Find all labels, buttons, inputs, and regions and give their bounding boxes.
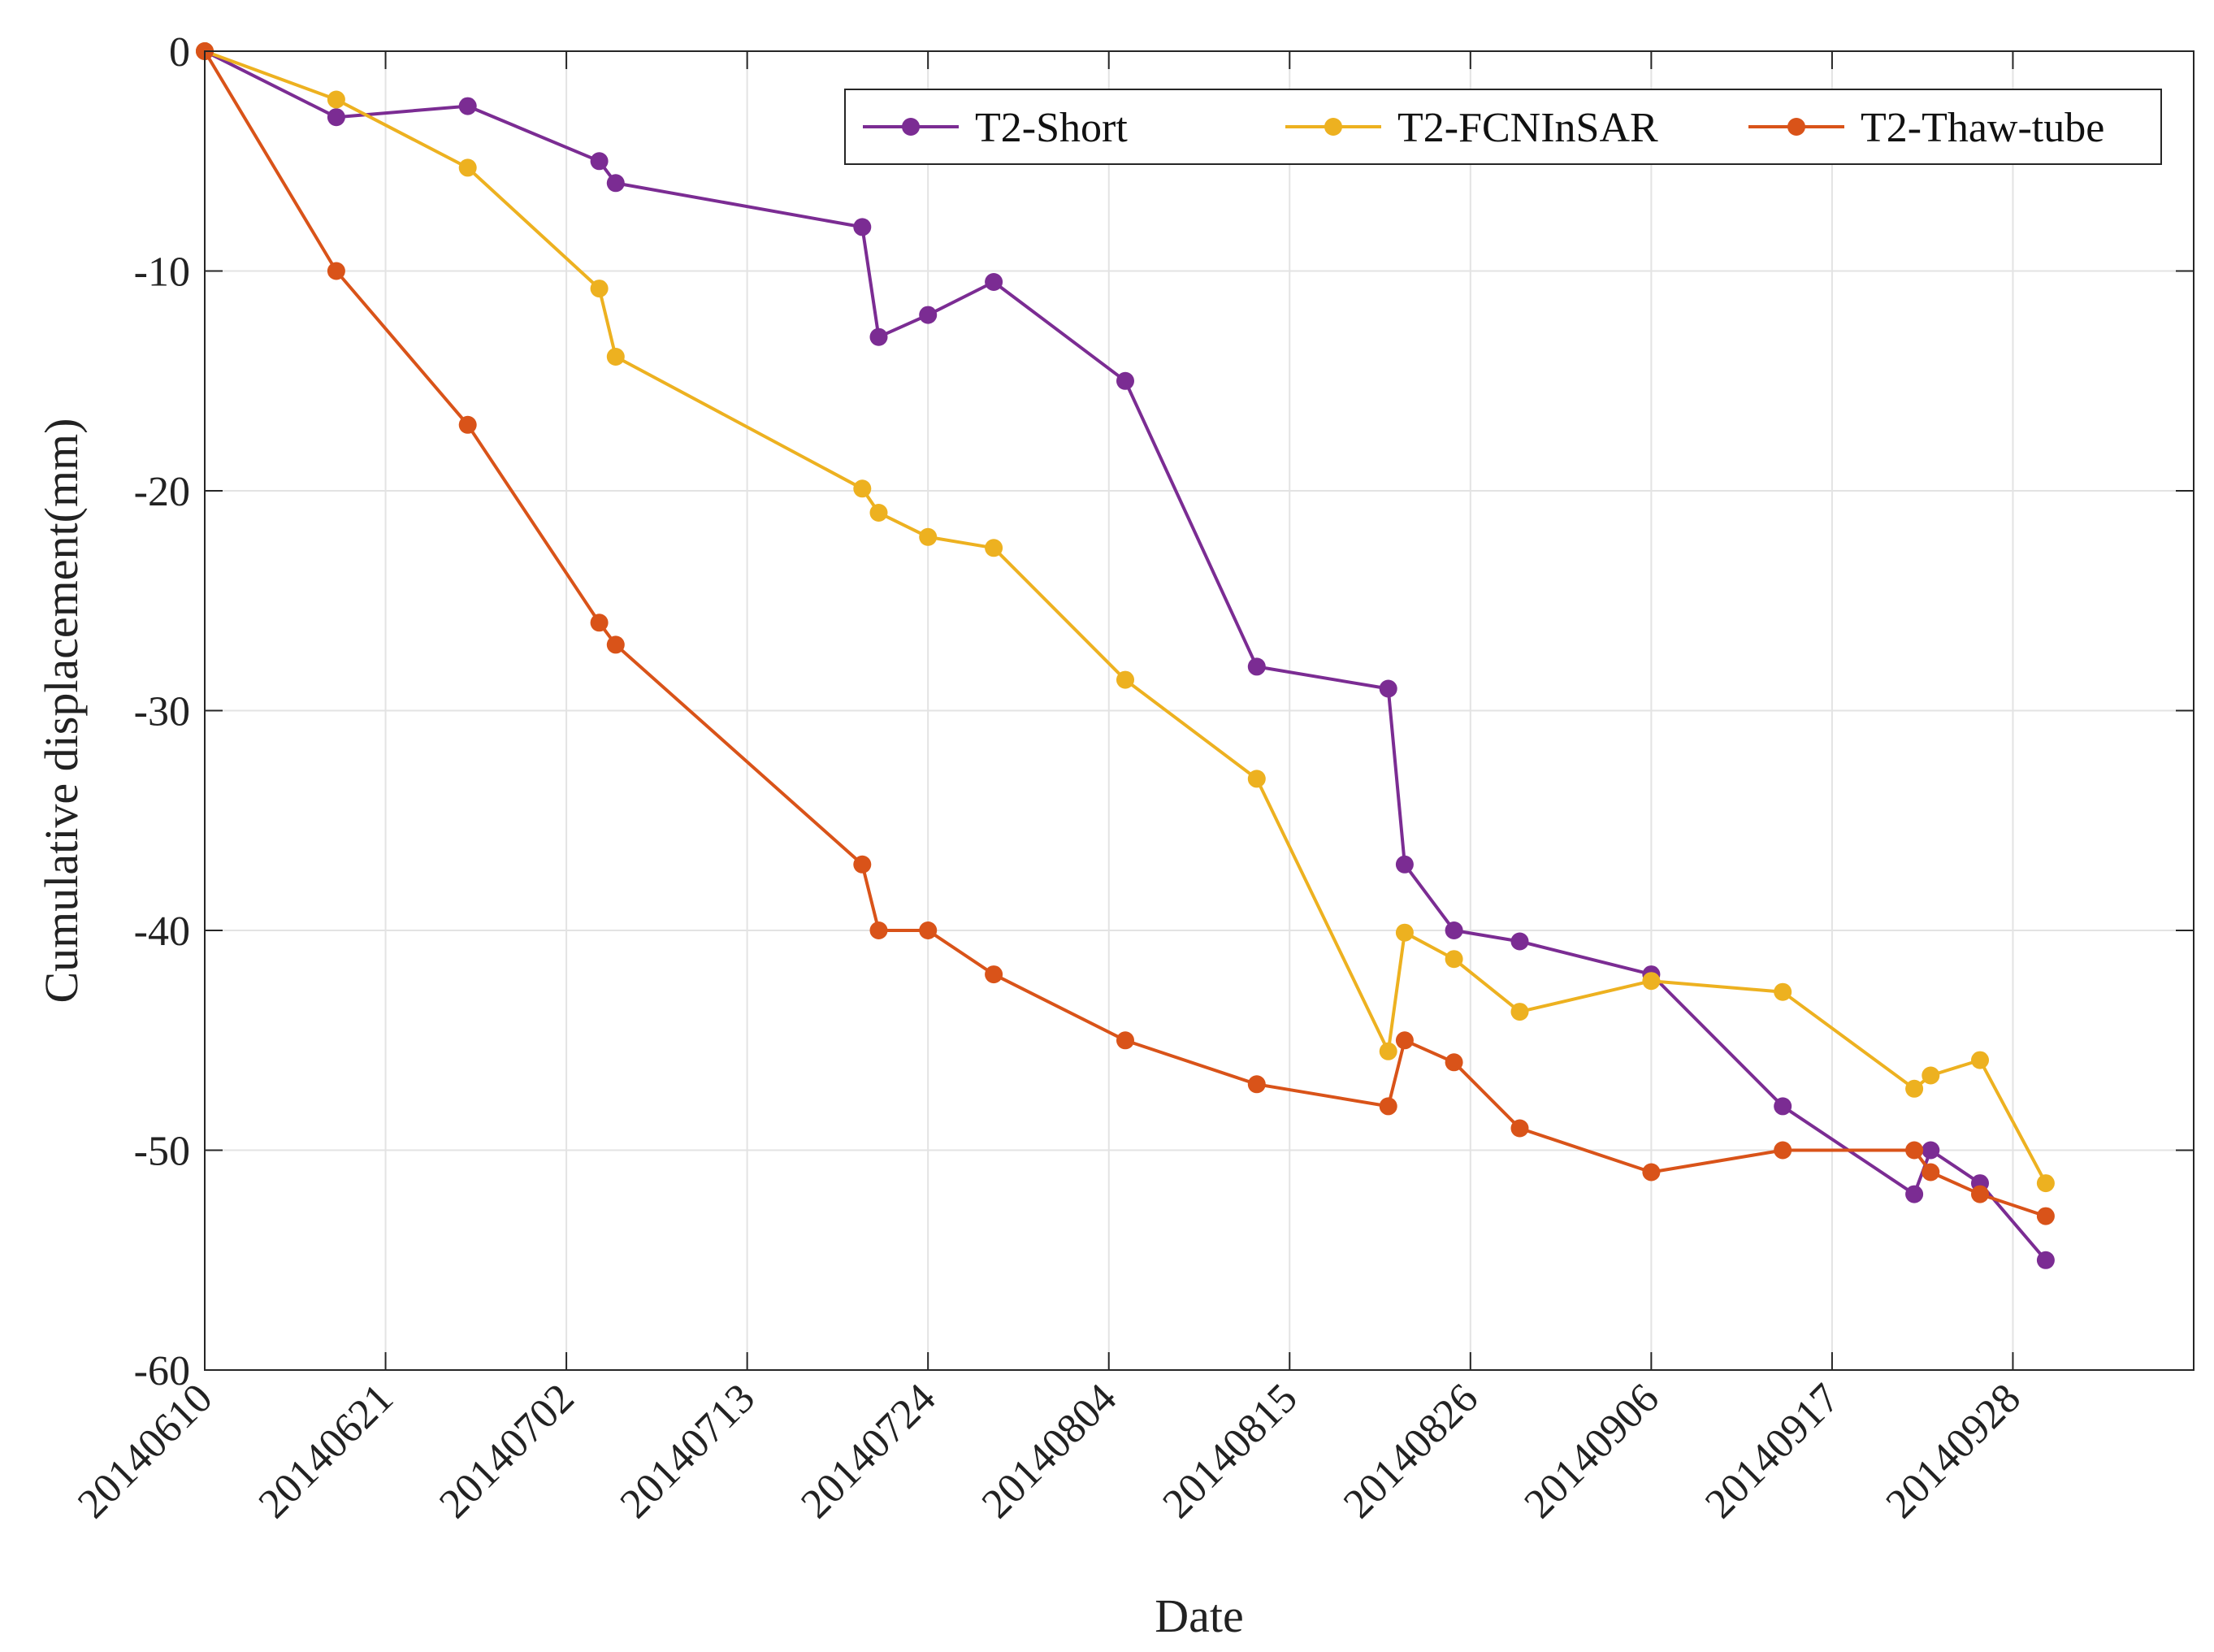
legend-swatch-marker-t2-short: [902, 118, 920, 136]
data-point-t2-short: [1510, 932, 1529, 951]
data-point-t2-fcninsar: [1971, 1051, 1989, 1069]
data-point-t2-short: [1774, 1097, 1792, 1116]
y-tick-label: -20: [134, 469, 190, 515]
data-point-t2-short: [853, 218, 872, 236]
data-point-t2-short: [1379, 679, 1397, 698]
y-tick-label: -50: [134, 1129, 190, 1175]
data-point-t2-thaw-tube: [458, 415, 477, 434]
legend-label-t2-thaw-tube: T2-Thaw-tube: [1861, 105, 2104, 151]
data-point-t2-short: [1445, 921, 1463, 939]
data-point-t2-fcninsar: [1379, 1042, 1397, 1060]
data-point-t2-thaw-tube: [853, 855, 872, 874]
data-point-t2-thaw-tube: [1395, 1031, 1414, 1050]
data-point-t2-fcninsar: [1445, 950, 1463, 969]
data-point-t2-short: [919, 306, 938, 324]
data-point-t2-fcninsar: [1905, 1079, 1924, 1098]
data-point-t2-thaw-tube: [1642, 1163, 1661, 1182]
y-axis-label: Cumulative displacement(mm): [35, 418, 88, 1004]
data-point-t2-short: [1395, 855, 1414, 874]
data-point-t2-fcninsar: [1510, 1003, 1529, 1021]
y-tick-label: -60: [134, 1348, 190, 1394]
data-point-t2-thaw-tube: [327, 262, 345, 280]
data-point-t2-short: [1905, 1185, 1924, 1203]
data-point-t2-short: [327, 108, 345, 127]
data-point-t2-short: [606, 174, 625, 193]
data-point-t2-fcninsar: [327, 90, 345, 109]
y-tick-label: -10: [134, 249, 190, 296]
data-point-t2-fcninsar: [1774, 982, 1792, 1001]
data-point-t2-thaw-tube: [1445, 1053, 1463, 1072]
data-point-t2-fcninsar: [1247, 770, 1266, 788]
data-point-t2-thaw-tube: [1247, 1075, 1266, 1094]
legend-label-t2-fcninsar: T2-FCNInSAR: [1397, 105, 1658, 151]
legend-swatch-marker-t2-thaw-tube: [1787, 118, 1805, 136]
data-point-t2-thaw-tube: [1379, 1097, 1397, 1116]
y-tick-label: -40: [134, 908, 190, 955]
data-point-t2-short: [458, 97, 477, 115]
data-point-t2-thaw-tube: [919, 921, 938, 939]
legend: T2-Short T2-FCNInSAR T2-Thaw-tube: [844, 89, 2162, 165]
data-point-t2-short: [985, 273, 1003, 291]
data-point-t2-thaw-tube: [1116, 1031, 1134, 1050]
data-point-t2-fcninsar: [869, 504, 888, 522]
y-tick-label: -30: [134, 689, 190, 735]
data-point-t2-thaw-tube: [1510, 1119, 1529, 1138]
data-point-t2-thaw-tube: [606, 635, 625, 654]
data-point-t2-thaw-tube: [985, 965, 1003, 984]
data-point-t2-short: [1247, 657, 1266, 676]
data-point-t2-fcninsar: [1116, 670, 1134, 689]
data-point-t2-short: [590, 152, 609, 171]
data-point-t2-thaw-tube: [590, 614, 609, 632]
data-point-t2-thaw-tube: [1971, 1185, 1989, 1203]
data-point-t2-fcninsar: [1922, 1066, 1940, 1085]
data-point-t2-thaw-tube: [869, 921, 888, 939]
data-point-t2-short: [2036, 1251, 2055, 1269]
series-lines: [196, 42, 2055, 1269]
x-axis-label: Date: [1155, 1589, 1244, 1642]
data-point-t2-thaw-tube: [2036, 1207, 2055, 1225]
legend-box: [844, 89, 2162, 165]
data-point-t2-fcninsar: [2036, 1174, 2055, 1193]
data-point-t2-fcninsar: [919, 527, 938, 546]
data-point-t2-fcninsar: [985, 539, 1003, 557]
y-tick-label: 0: [169, 29, 190, 76]
data-point-t2-short: [1922, 1141, 1940, 1160]
data-point-t2-short: [1116, 371, 1134, 390]
data-point-t2-fcninsar: [853, 479, 872, 498]
data-point-t2-thaw-tube: [1905, 1141, 1924, 1160]
data-point-t2-thaw-tube: [1922, 1163, 1940, 1182]
data-point-t2-fcninsar: [590, 280, 609, 298]
data-point-t2-fcninsar: [1395, 923, 1414, 942]
legend-swatch-marker-t2-fcninsar: [1324, 118, 1342, 136]
legend-label-t2-short: T2-Short: [975, 105, 1128, 151]
data-point-t2-fcninsar: [606, 348, 625, 366]
data-point-t2-fcninsar: [1642, 972, 1661, 991]
data-point-t2-thaw-tube: [1774, 1141, 1792, 1160]
data-point-t2-fcninsar: [458, 158, 477, 177]
data-point-t2-short: [869, 327, 888, 346]
